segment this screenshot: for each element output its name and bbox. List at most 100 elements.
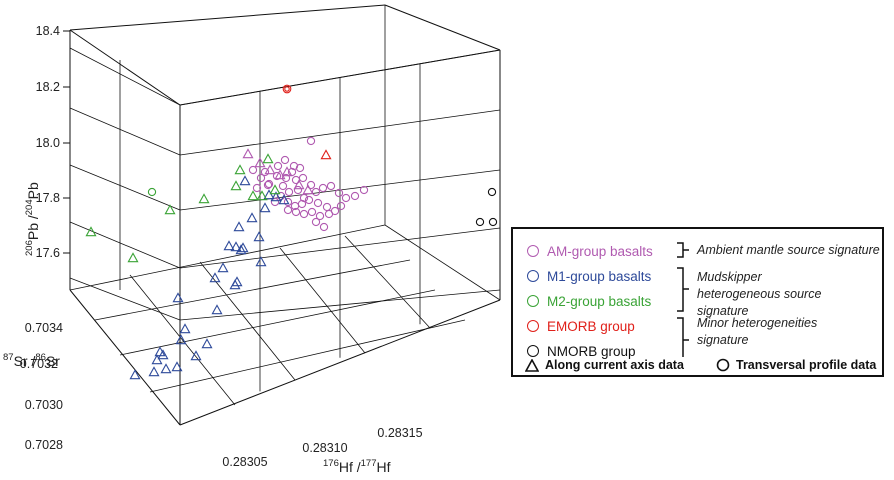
z-tick-label: 18.0: [36, 136, 60, 150]
circle-icon: [527, 345, 539, 357]
emorb-circle-point: [284, 86, 290, 92]
z-axis-label: 206Pb /204Pb: [24, 182, 41, 256]
am-circle-point: [324, 209, 334, 219]
am-circle-point: [313, 198, 323, 208]
am-circle-point: [304, 195, 314, 205]
m2-triangle-point: [198, 193, 210, 204]
am-circle-point: [306, 180, 316, 190]
m1-triangle-point: [230, 241, 242, 252]
z-level-line: [179, 227, 501, 269]
am-circle-point: [284, 187, 294, 197]
y-axis-label: 87Sr /86Sr: [3, 352, 60, 369]
m1-triangle-point: [157, 349, 169, 360]
am-circle-point: [315, 211, 325, 221]
am-circle-point: [283, 197, 293, 207]
frame-edge: [69, 4, 386, 31]
am-circle-point: [283, 205, 293, 215]
m1-triangle-point: [148, 366, 160, 377]
z-tick-label: 17.8: [36, 191, 60, 205]
am-circle-point: [260, 167, 270, 177]
nmorb-circle-point: [475, 217, 485, 227]
am-circle-point: [248, 165, 258, 175]
am-triangle-point: [293, 179, 305, 190]
signature-ambient: Ambient mantle source signature: [697, 243, 880, 257]
m1-triangle-point: [201, 338, 213, 349]
am-circle-point: [326, 181, 336, 191]
am-triangle-point: [302, 184, 314, 195]
legend-item-nmorb: NMORB group: [527, 340, 636, 362]
z-level-line: [69, 107, 181, 156]
m1-triangle-point: [255, 256, 267, 267]
x-axis-label: 176Hf /177Hf: [323, 458, 391, 475]
y-tick-label: 0.7030: [25, 398, 63, 412]
legend-item-am: AM-group basalts: [527, 240, 653, 262]
am-circle-point: [256, 173, 266, 183]
z-level-line: [69, 277, 181, 321]
m2-triangle-point: [234, 164, 246, 175]
am-circle-point: [319, 222, 329, 232]
floor-grid: [129, 274, 236, 406]
emorb-circle-point: [282, 84, 292, 94]
am-circle-point: [270, 197, 280, 207]
m2-triangle-point: [256, 190, 268, 201]
am-circle-point: [278, 181, 288, 191]
z-level-line: [69, 221, 181, 269]
footer-triangle: Along current axis data: [525, 358, 684, 372]
am-circle-point: [295, 163, 305, 173]
z-level-line: [69, 47, 181, 106]
y-tick-label: 0.7028: [25, 438, 63, 452]
m1-triangle-point: [253, 231, 265, 242]
am-circle-point: [291, 175, 301, 185]
frame-edge: [384, 4, 501, 51]
m2-triangle-point: [247, 190, 259, 201]
m1-triangle-point: [239, 175, 251, 186]
frame-edge: [179, 49, 501, 106]
m1-triangle-point: [211, 304, 223, 315]
signature-minor: Minor heterogeneities signature: [697, 316, 818, 347]
am-circle-point: [350, 191, 360, 201]
am-circle-point: [299, 209, 309, 219]
floor-grid: [94, 259, 411, 321]
plot-frame-box: [69, 4, 501, 426]
scatter-3d-chart: 17.6 17.8 18.0 18.2 18.4 0.7028 0.7030 0.7032 0.…: [3, 4, 501, 475]
data-points: [85, 84, 498, 380]
m1-triangle-point: [179, 323, 191, 334]
am-circle-point: [298, 173, 308, 183]
m1-triangle-point: [235, 244, 247, 255]
m1-triangle-point: [259, 202, 271, 213]
z-level-line: [69, 164, 181, 211]
frame-edge: [69, 289, 181, 426]
m2-triangle-point: [164, 204, 176, 215]
circle-icon: [716, 358, 730, 372]
m1-triangle-point: [171, 361, 183, 372]
m2-circle-point: [147, 187, 157, 197]
m1-triangle-point: [263, 189, 275, 200]
legend-label-m1: M1-group basalts: [547, 268, 652, 284]
m2-triangle-point: [262, 153, 274, 164]
m2-triangle-point: [269, 184, 281, 195]
nmorb-circle-point: [487, 187, 497, 197]
legend-label-m2: M2-group basalts: [547, 293, 652, 309]
am-circle-point: [359, 185, 369, 195]
nmorb-circle-point: [488, 217, 498, 227]
m1-triangle-point: [160, 363, 172, 374]
z-level-line: [179, 289, 501, 321]
floor-edge: [384, 224, 501, 301]
am-triangle-point: [242, 148, 254, 159]
z-tick-label: 17.6: [36, 246, 60, 260]
m1-triangle-point: [172, 292, 184, 303]
footer-circle: Transversal profile data: [716, 358, 876, 372]
circle-icon: [527, 320, 539, 332]
m1-triangle-point: [175, 334, 187, 345]
am-circle-point: [297, 199, 307, 209]
circle-icon: [527, 270, 539, 282]
legend-item-m1: M1-group basalts: [527, 265, 651, 287]
am-circle-point: [318, 183, 328, 193]
legend-label-nmorb: NMORB group: [547, 343, 636, 359]
am-circle-point: [311, 217, 321, 227]
am-circle-point: [293, 185, 303, 195]
am-circle-point: [336, 201, 346, 211]
legend-panel: AM-group basalts M1-group basalts M2-gro…: [511, 227, 884, 377]
am-circle-point: [272, 171, 282, 181]
footer-triangle-label: Along current axis data: [545, 358, 684, 372]
